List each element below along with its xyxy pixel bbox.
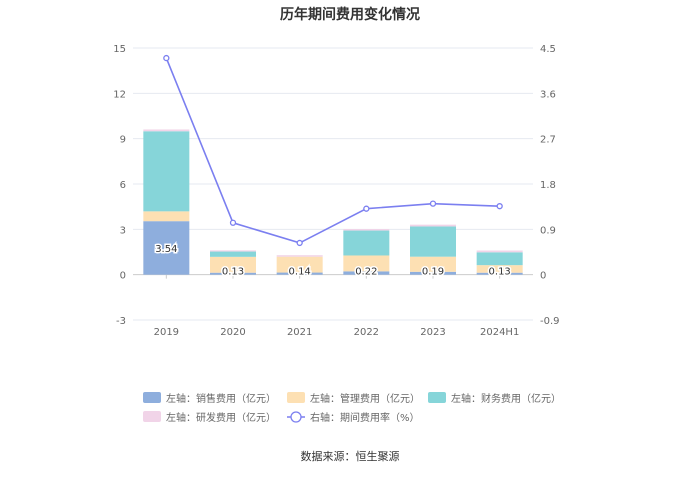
bar-segment — [143, 129, 190, 132]
y-right-tick-label: 0.9 — [540, 225, 556, 236]
x-tick-label: 2021 — [287, 327, 312, 338]
bar-segment — [410, 224, 456, 227]
bar-segment — [476, 265, 523, 273]
bar-segment — [410, 226, 456, 257]
y-right-tick-label: 3.6 — [540, 89, 556, 100]
data-label: 3.54 — [155, 244, 177, 255]
bar-segment — [343, 271, 390, 275]
bar-segment — [276, 255, 323, 257]
rate-line — [165, 57, 500, 244]
data-label: 0.22 — [355, 267, 377, 278]
y-right-tick-label: 0 — [540, 271, 546, 282]
legend-line-marker — [290, 411, 302, 423]
bar-segment — [210, 256, 256, 273]
bar-segment — [143, 131, 190, 212]
y-right-tick-label: 4.5 — [540, 44, 556, 55]
legend-swatch — [428, 392, 446, 403]
source-note: 数据来源：恒生聚源 — [301, 449, 400, 463]
rate-point — [296, 239, 303, 247]
chart-title: 历年期间费用变化情况 — [280, 6, 420, 23]
y-left-tick-label: 6 — [120, 180, 126, 191]
bar-segment — [476, 272, 523, 275]
bar-segment — [210, 272, 256, 275]
y-left-tick-label: -3 — [116, 316, 126, 327]
data-label: 0.19 — [422, 267, 444, 278]
legend-label: 左轴：销售费用（亿元） — [166, 392, 276, 405]
y-right-tick-label: 2.7 — [540, 135, 556, 146]
x-tick-label: 2019 — [154, 327, 179, 338]
rate-point — [229, 219, 237, 226]
bar-segment — [410, 271, 456, 275]
bar-segment — [143, 221, 190, 275]
legend-swatch — [143, 392, 161, 403]
rate-point — [363, 205, 370, 212]
legend-swatch — [287, 392, 305, 403]
y-left-tick-label: 3 — [120, 225, 126, 236]
legend-label: 右轴：期间费用率（%） — [310, 411, 420, 424]
y-left-tick-label: 9 — [120, 135, 126, 146]
bar-segment — [343, 230, 390, 256]
bar-segment — [276, 272, 323, 275]
legend-swatch — [143, 411, 161, 422]
data-label: 0.13 — [222, 267, 244, 278]
legend-label: 左轴：管理费用（亿元） — [310, 392, 420, 405]
bar-segment — [476, 250, 523, 253]
rate-point — [496, 203, 503, 210]
y-right-tick-label: 1.8 — [540, 180, 556, 191]
bar-segment — [343, 255, 390, 272]
bar-segment — [143, 211, 190, 222]
x-tick-label: 2022 — [354, 327, 379, 338]
bar-segment — [210, 251, 256, 257]
data-label: 0.13 — [489, 267, 511, 278]
bar-segment — [343, 229, 390, 231]
rate-point — [429, 200, 437, 207]
y-left-tick-label: 0 — [120, 271, 126, 282]
bar-segment — [276, 256, 323, 273]
legend-label: 左轴：研发费用（亿元） — [166, 411, 276, 424]
y-left-tick-label: 12 — [113, 89, 126, 100]
rate-point — [163, 54, 170, 62]
x-tick-label: 2023 — [420, 327, 445, 338]
data-label: 0.14 — [289, 267, 311, 278]
bar-segment — [476, 252, 523, 266]
x-tick-label: 2020 — [220, 327, 245, 338]
bar-segment — [410, 256, 456, 272]
legend-label: 左轴：财务费用（亿元） — [451, 392, 561, 405]
y-left-tick-label: 15 — [113, 44, 126, 55]
x-tick-label: 2024H1 — [480, 327, 519, 338]
bar-segment — [210, 250, 256, 252]
y-right-tick-label: -0.9 — [540, 316, 560, 327]
